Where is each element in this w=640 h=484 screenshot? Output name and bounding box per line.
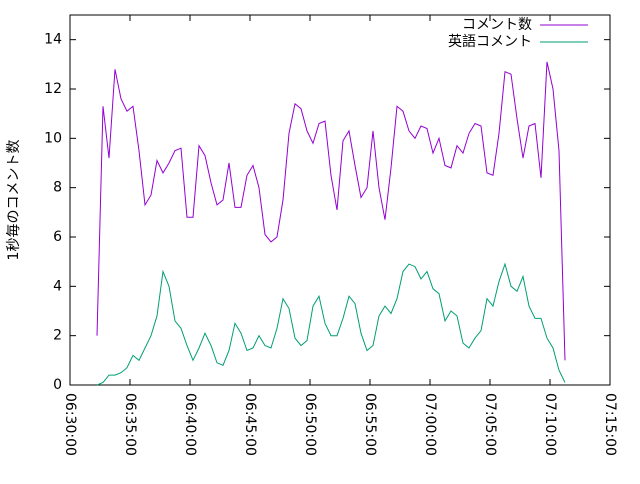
- series-line: [96, 61, 566, 361]
- legend-label: 英語コメント: [448, 33, 532, 50]
- x-tick-label: 07:10:00: [542, 393, 558, 456]
- x-tick-label: 06:40:00: [182, 393, 198, 456]
- y-tick-label: 2: [53, 328, 62, 344]
- y-axis-label: 1秒毎のコメント数: [6, 140, 22, 261]
- y-tick-label: 0: [53, 377, 62, 393]
- x-tick-label: 06:55:00: [362, 393, 378, 456]
- series-line: [96, 262, 566, 386]
- x-tick-label: 07:15:00: [602, 393, 618, 456]
- x-tick-label: 06:30:00: [62, 393, 78, 456]
- x-tick-label: 07:05:00: [482, 393, 498, 456]
- y-tick-label: 6: [53, 229, 62, 245]
- y-tick-label: 14: [44, 32, 62, 48]
- x-tick-label: 06:50:00: [302, 393, 318, 456]
- legend-label: コメント数: [462, 17, 532, 33]
- y-tick-label: 12: [44, 81, 62, 97]
- plot-frame: [69, 14, 611, 386]
- x-tick-label: 07:00:00: [422, 393, 438, 456]
- x-tick-label: 06:45:00: [242, 393, 258, 456]
- y-tick-label: 8: [53, 180, 62, 196]
- x-tick-label: 06:35:00: [122, 393, 138, 456]
- y-tick-label: 10: [44, 130, 62, 146]
- y-tick-label: 4: [53, 278, 62, 294]
